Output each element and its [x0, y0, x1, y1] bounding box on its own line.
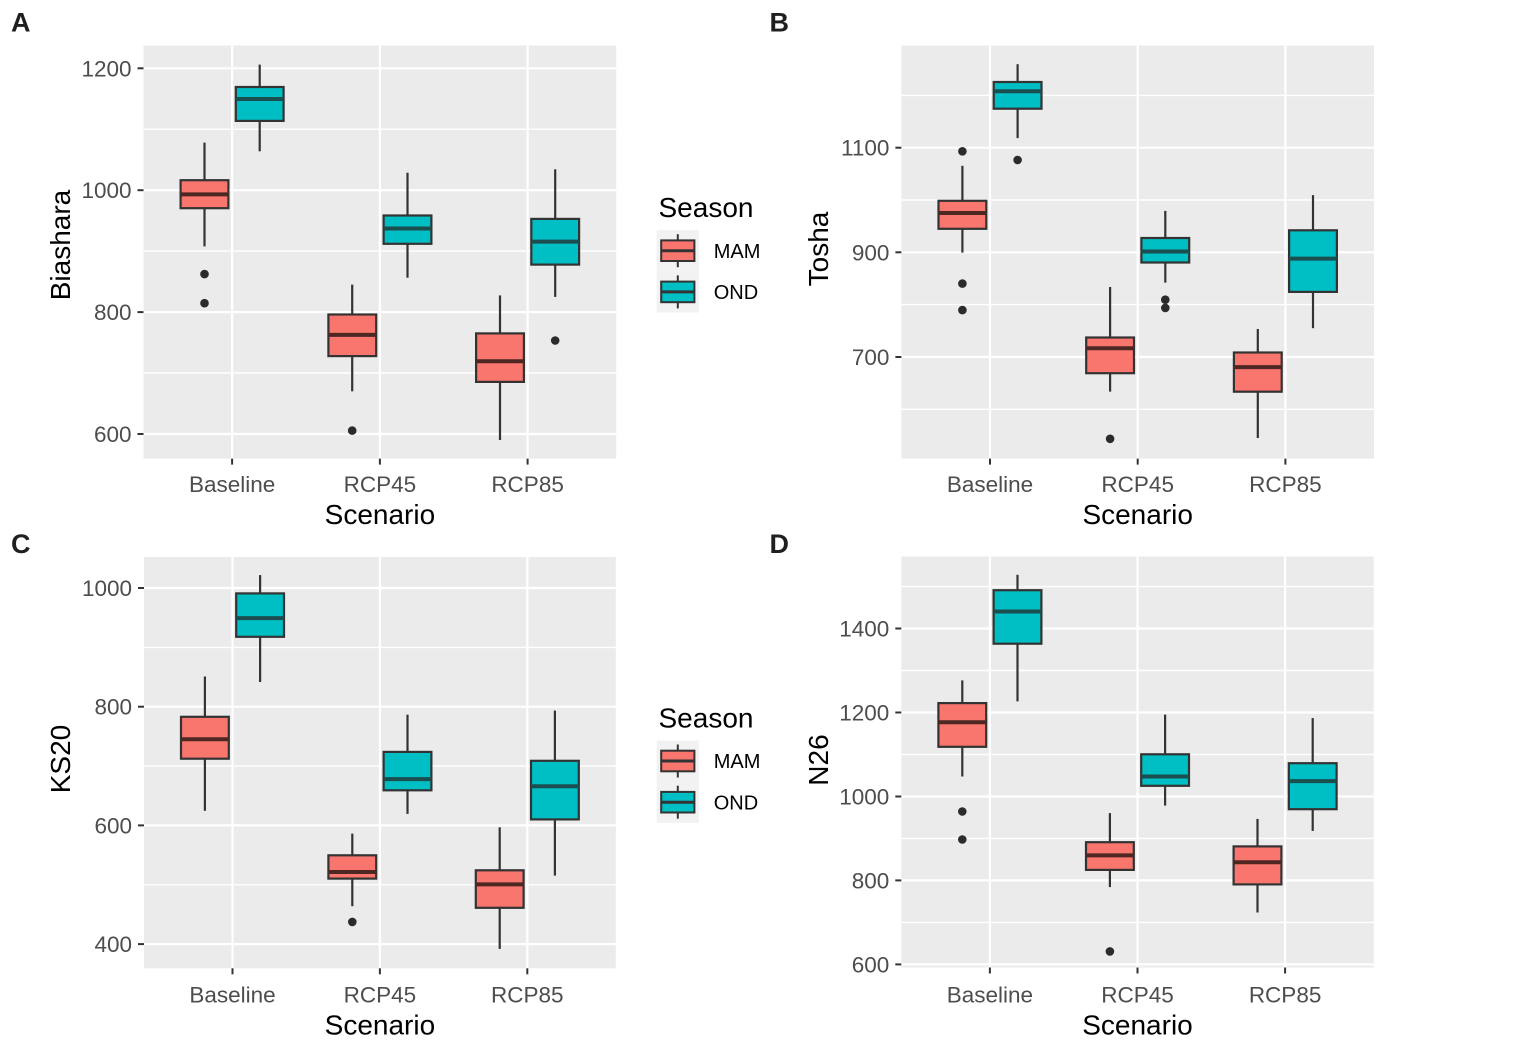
svg-text:800: 800	[94, 695, 132, 720]
svg-text:RCP45: RCP45	[344, 472, 417, 497]
svg-text:1000: 1000	[82, 576, 132, 601]
svg-text:700: 700	[852, 345, 890, 370]
svg-text:KS20: KS20	[45, 725, 76, 794]
svg-text:800: 800	[852, 868, 890, 893]
svg-text:MAM: MAM	[714, 751, 761, 773]
svg-text:Scenario: Scenario	[1082, 499, 1193, 530]
svg-text:Baseline: Baseline	[189, 983, 275, 1008]
svg-text:Biashara: Biashara	[45, 189, 76, 300]
svg-text:A: A	[11, 8, 31, 38]
svg-text:D: D	[770, 529, 790, 559]
svg-text:Tosha: Tosha	[803, 211, 834, 286]
svg-text:Season: Season	[659, 702, 754, 733]
svg-text:600: 600	[94, 422, 132, 447]
svg-text:Baseline: Baseline	[947, 983, 1033, 1008]
svg-text:Scenario: Scenario	[1082, 1010, 1193, 1041]
svg-text:Scenario: Scenario	[325, 499, 436, 530]
svg-text:1100: 1100	[841, 136, 889, 161]
svg-text:600: 600	[94, 813, 132, 838]
svg-text:Baseline: Baseline	[947, 472, 1033, 497]
svg-text:800: 800	[94, 300, 132, 325]
svg-text:RCP45: RCP45	[1101, 983, 1174, 1008]
svg-text:Season: Season	[659, 192, 754, 223]
svg-text:1000: 1000	[81, 178, 131, 203]
svg-text:OND: OND	[714, 792, 758, 814]
svg-text:C: C	[11, 529, 31, 559]
svg-text:600: 600	[852, 952, 890, 977]
svg-text:Scenario: Scenario	[325, 1010, 436, 1041]
svg-text:400: 400	[94, 932, 132, 957]
svg-text:1000: 1000	[839, 785, 889, 810]
svg-text:RCP85: RCP85	[1249, 983, 1322, 1008]
svg-text:RCP85: RCP85	[1249, 472, 1322, 497]
svg-text:900: 900	[852, 240, 890, 265]
svg-text:1400: 1400	[839, 617, 889, 642]
svg-text:RCP85: RCP85	[491, 983, 564, 1008]
svg-text:Baseline: Baseline	[189, 472, 275, 497]
svg-text:RCP45: RCP45	[344, 983, 417, 1008]
svg-text:MAM: MAM	[714, 241, 761, 263]
svg-text:1200: 1200	[81, 56, 131, 81]
svg-text:RCP45: RCP45	[1101, 472, 1174, 497]
svg-text:OND: OND	[714, 282, 758, 304]
svg-text:N26: N26	[803, 734, 834, 785]
svg-text:B: B	[770, 8, 790, 38]
svg-text:RCP85: RCP85	[491, 472, 564, 497]
svg-text:1200: 1200	[839, 701, 889, 726]
